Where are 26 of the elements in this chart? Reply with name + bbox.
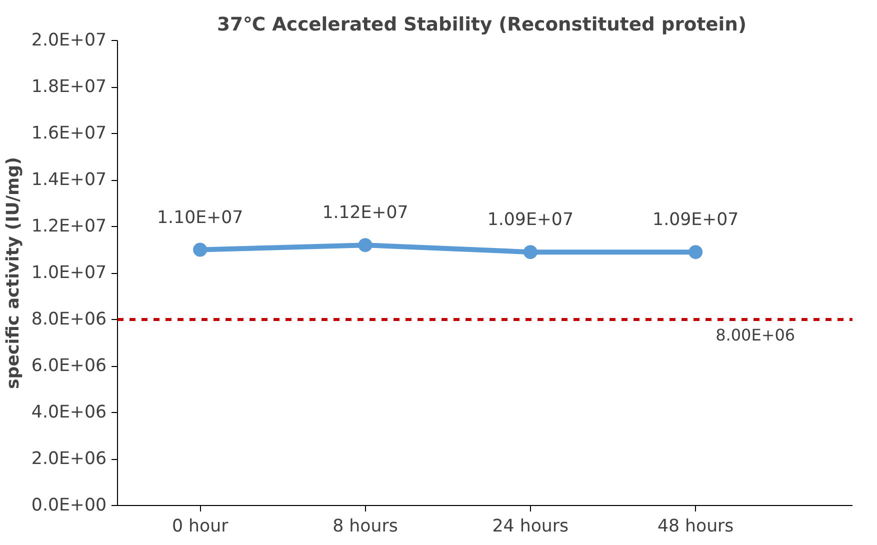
point bbox=[358, 238, 372, 252]
data-label: 1.09E+07 bbox=[487, 210, 574, 230]
x-tick-label: 24 hours bbox=[492, 516, 569, 536]
point bbox=[688, 245, 703, 260]
y-tick-label: 2.0E+07 bbox=[31, 30, 107, 50]
y-tick-label: 0.0E+00 bbox=[31, 496, 107, 516]
data-label: 1.10E+07 bbox=[157, 208, 244, 228]
chart-title: 37℃ Accelerated Stability (Reconstituted protein) bbox=[217, 14, 746, 36]
point bbox=[523, 245, 538, 260]
x-tick-label: 0 hour bbox=[172, 516, 230, 536]
y-tick-label: 4.0E+06 bbox=[31, 402, 107, 422]
y-axis-title: specific activity (IU/mg) bbox=[3, 156, 24, 390]
y-tick-label: 1.0E+07 bbox=[31, 263, 107, 283]
x-tick-label: 48 hours bbox=[657, 516, 734, 536]
data-label: 1.09E+07 bbox=[652, 210, 739, 230]
y-tick-label: 6.0E+06 bbox=[31, 356, 107, 376]
x-tick-label: 8 hours bbox=[332, 516, 398, 536]
y-tick-label: 1.4E+07 bbox=[31, 170, 107, 190]
y-tick-label: 8.0E+06 bbox=[31, 310, 107, 330]
y-tick-label: 2.0E+06 bbox=[31, 449, 107, 469]
y-tick-label: 1.6E+07 bbox=[31, 124, 107, 144]
point bbox=[193, 242, 208, 257]
y-tick-label: 1.8E+07 bbox=[31, 77, 107, 97]
data-label: 1.12E+07 bbox=[322, 203, 408, 224]
ref-line-label: 8.00E+06 bbox=[716, 326, 796, 344]
y-tick-label: 1.2E+07 bbox=[31, 216, 107, 236]
